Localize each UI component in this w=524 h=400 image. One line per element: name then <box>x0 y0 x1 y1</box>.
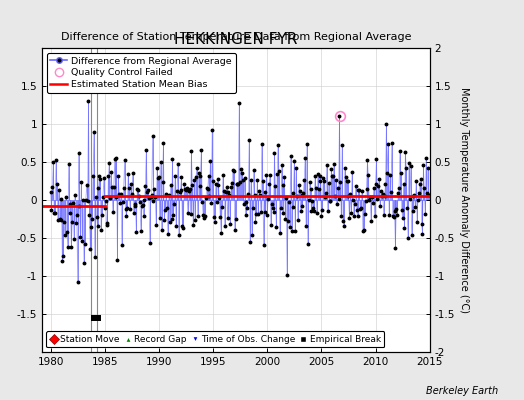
Title: HEKKINGEN FYR: HEKKINGEN FYR <box>174 32 298 47</box>
Text: Difference of Station Temperature Data from Regional Average: Difference of Station Temperature Data f… <box>61 32 411 42</box>
Text: Berkeley Earth: Berkeley Earth <box>425 386 498 396</box>
Y-axis label: Monthly Temperature Anomaly Difference (°C): Monthly Temperature Anomaly Difference (… <box>459 87 469 313</box>
Legend: Station Move, Record Gap, Time of Obs. Change, Empirical Break: Station Move, Record Gap, Time of Obs. C… <box>47 331 385 348</box>
